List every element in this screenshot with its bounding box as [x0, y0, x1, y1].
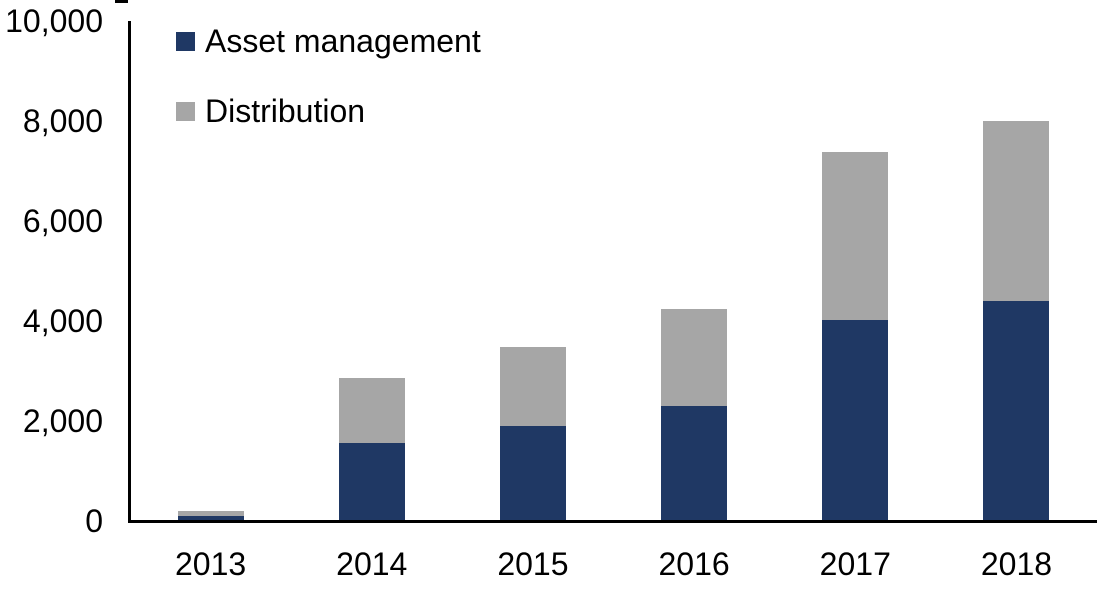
y-axis-tick-label: 4,000 — [22, 303, 103, 339]
stacked-bar-2013 — [177, 511, 244, 521]
bar-segment-asset-management-2014 — [338, 442, 405, 521]
x-axis-tick-label: 2018 — [980, 546, 1053, 582]
stacked-bar-2018 — [983, 120, 1050, 521]
x-axis-labels: 2013 2014 2015 2016 2017 2018 — [130, 546, 1097, 583]
legend-item-asset-management: Asset management — [176, 22, 481, 59]
chart-legend: Asset management Distribution — [176, 22, 481, 164]
y-axis-line — [128, 21, 131, 523]
bar-slot-2018 — [936, 21, 1097, 521]
y-axis-tick-label: 0 — [85, 503, 103, 539]
x-axis-tick-label: 2015 — [497, 546, 569, 582]
bar-slot-2016 — [614, 21, 775, 521]
bar-segment-asset-management-2016 — [661, 405, 728, 521]
legend-label: Asset management — [205, 22, 481, 59]
y-axis-tick-label: 6,000 — [22, 203, 103, 239]
legend-item-distribution: Distribution — [176, 92, 481, 129]
bars-row — [130, 21, 1097, 521]
bar-slot-2014 — [291, 21, 452, 521]
bar-slot-2013 — [130, 21, 291, 521]
x-axis-tick-label: 2013 — [174, 546, 247, 582]
bar-segment-asset-management-2015 — [499, 425, 566, 521]
x-axis-tick-label: 2016 — [658, 546, 730, 582]
stacked-bar-2017 — [822, 151, 889, 521]
y-axis-tick-label: 8,000 — [22, 103, 103, 139]
bar-segment-distribution-2014 — [338, 377, 405, 443]
bar-segment-asset-management-2017 — [822, 319, 889, 521]
bar-segment-distribution-2013 — [177, 511, 244, 516]
bar-segment-distribution-2018 — [983, 120, 1050, 301]
bar-slot-2015 — [452, 21, 613, 521]
bar-segment-asset-management-2018 — [983, 300, 1050, 521]
bar-segment-asset-management-2013 — [177, 516, 244, 521]
y-axis-tick-label: 2,000 — [22, 403, 103, 439]
legend-swatch-distribution — [176, 101, 195, 121]
bar-segment-distribution-2016 — [661, 308, 728, 406]
x-axis-tick-label: 2017 — [819, 546, 891, 582]
stacked-bar-2016 — [661, 308, 728, 521]
stacked-bar-2015 — [499, 346, 566, 521]
legend-label: Distribution — [205, 92, 366, 129]
x-axis-line — [128, 520, 1097, 523]
bar-slot-2017 — [775, 21, 936, 521]
stacked-bar-2014 — [338, 377, 405, 521]
y-axis-tick-label: 10,000 — [5, 3, 103, 39]
bar-segment-distribution-2015 — [499, 346, 566, 426]
x-axis-tick-label: 2014 — [336, 546, 408, 582]
legend-swatch-asset-management — [176, 31, 195, 51]
y-axis-tick-mark — [115, 0, 128, 3]
bar-segment-distribution-2017 — [822, 151, 889, 320]
